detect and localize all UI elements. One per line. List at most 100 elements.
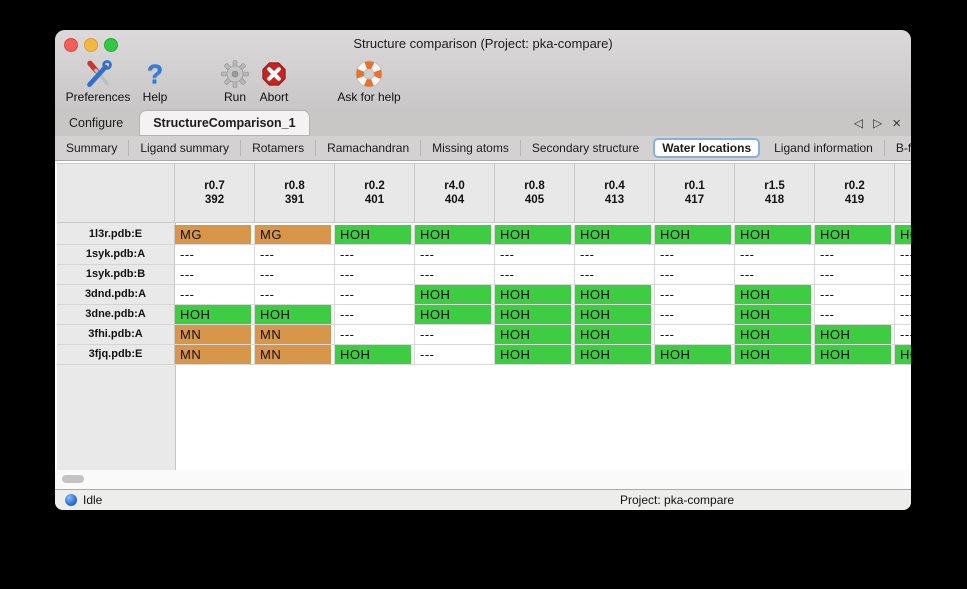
water-cell[interactable]: --- [495,265,575,285]
water-cell[interactable]: --- [895,245,911,265]
water-cell[interactable]: HOH [495,225,575,245]
row-label-3dne.pdb:A[interactable]: 3dne.pdb:A [57,305,175,325]
column-header-392[interactable]: r0.7 392 [175,164,255,222]
minimize-traffic-light[interactable] [84,38,98,52]
row-label-3dnd.pdb:A[interactable]: 3dnd.pdb:A [57,285,175,305]
column-header-partial[interactable] [895,164,911,222]
water-cell[interactable]: --- [815,265,895,285]
toolbar-button-preferences[interactable]: Preferences [61,58,135,104]
water-cell[interactable]: HOH [575,305,655,325]
horizontal-scrollbar[interactable] [55,470,911,489]
subtab-ramachandran[interactable]: Ramachandran [315,140,420,156]
water-cell[interactable]: --- [255,265,335,285]
close-traffic-light[interactable] [64,38,78,52]
subtab-water-locations[interactable]: Water locations [653,138,761,158]
water-cell[interactable]: --- [895,285,911,305]
water-cell[interactable]: --- [415,265,495,285]
subtab-ligand-summary[interactable]: Ligand summary [128,140,240,156]
water-cell[interactable]: HOH [735,305,815,325]
water-cell[interactable]: --- [415,325,495,345]
row-label-1syk.pdb:A[interactable]: 1syk.pdb:A [57,245,175,265]
subtab-secondary-structure[interactable]: Secondary structure [519,140,650,156]
water-cell[interactable]: --- [415,345,495,365]
water-cell[interactable]: MG [175,225,255,245]
water-cell[interactable]: --- [895,305,911,325]
water-cell[interactable]: HOH [735,345,815,365]
water-cell[interactable]: HOH [175,305,255,325]
water-cell[interactable]: HOH [815,325,895,345]
water-cell[interactable]: --- [415,245,495,265]
column-header-417[interactable]: r0.1 417 [655,164,735,222]
water-cell[interactable]: HOH [415,225,495,245]
close-tab-icon[interactable]: × [892,114,901,132]
water-cell[interactable]: MN [255,345,335,365]
water-cell[interactable]: --- [895,325,911,345]
water-cell[interactable]: --- [335,305,415,325]
water-cell[interactable]: --- [175,245,255,265]
water-cell[interactable]: --- [495,245,575,265]
water-cell[interactable]: --- [255,245,335,265]
row-label-1l3r.pdb:E[interactable]: 1l3r.pdb:E [57,225,175,245]
water-cell[interactable]: HOH [495,345,575,365]
water-cell[interactable]: --- [815,285,895,305]
water-cell[interactable]: HOH [815,225,895,245]
water-cell[interactable]: --- [655,285,735,305]
water-cell[interactable]: --- [575,265,655,285]
water-cell[interactable]: --- [735,245,815,265]
column-header-401[interactable]: r0.2 401 [335,164,415,222]
toolbar-button-ask-for-help[interactable]: Ask for help [327,58,411,104]
water-cell[interactable]: --- [335,325,415,345]
table-viewport[interactable]: r0.7 392 r0.8 391 r0.2 401 r4.0 404 r0.8 405 r0.4 4… [57,163,911,413]
water-cell[interactable]: HOH [495,285,575,305]
water-cell[interactable]: HOH [575,285,655,305]
subtab-ligand-information[interactable]: Ligand information [774,141,873,155]
water-cell[interactable]: HOH [815,345,895,365]
row-label-3fjq.pdb:E[interactable]: 3fjq.pdb:E [57,345,175,365]
water-cell[interactable]: --- [815,305,895,325]
tab-configure[interactable]: Configure [69,116,124,130]
water-cell[interactable]: HOH [735,225,815,245]
column-header-404[interactable]: r4.0 404 [415,164,495,222]
chevron-left-icon[interactable]: ◁ [853,116,863,130]
subtab-b-factors[interactable]: B-factors [883,140,911,156]
water-cell[interactable]: --- [655,265,735,285]
column-header-405[interactable]: r0.8 405 [495,164,575,222]
water-cell[interactable]: HOH [415,305,495,325]
water-cell[interactable]: HOH [335,225,415,245]
water-cell[interactable]: HOH [575,325,655,345]
water-cell[interactable]: HOH [655,345,735,365]
water-cell[interactable]: --- [335,265,415,285]
row-label-3fhi.pdb:A[interactable]: 3fhi.pdb:A [57,325,175,345]
water-cell[interactable]: HOH [655,225,735,245]
water-cell[interactable]: MN [255,325,335,345]
column-header-391[interactable]: r0.8 391 [255,164,335,222]
subtab-rotamers[interactable]: Rotamers [240,140,315,156]
water-cell[interactable]: --- [655,325,735,345]
water-cell[interactable]: --- [335,285,415,305]
water-cell[interactable]: HOH [575,345,655,365]
water-cell[interactable]: HOH [735,285,815,305]
row-label-1syk.pdb:B[interactable]: 1syk.pdb:B [57,265,175,285]
toolbar-button-abort[interactable]: Abort [253,58,295,104]
water-cell[interactable]: HOH [495,305,575,325]
water-cell[interactable]: HOH [895,225,911,245]
subtab-summary[interactable]: Summary [66,141,118,155]
water-cell[interactable]: --- [255,285,335,305]
water-cell[interactable]: --- [175,265,255,285]
water-cell[interactable]: --- [815,245,895,265]
water-cell[interactable]: --- [895,265,911,285]
chevron-right-icon[interactable]: ▷ [873,116,883,130]
column-header-419[interactable]: r0.2 419 [815,164,895,222]
water-cell[interactable]: HOH [255,305,335,325]
water-cell[interactable]: --- [735,265,815,285]
subtab-missing-atoms[interactable]: Missing atoms [420,140,520,156]
toolbar-button-run[interactable]: Run [217,58,253,104]
tab-structurecomparison_1[interactable]: StructureComparison_1 [139,110,310,136]
column-header-418[interactable]: r1.5 418 [735,164,815,222]
water-cell[interactable]: --- [335,245,415,265]
water-cell[interactable]: HOH [495,325,575,345]
water-cell[interactable]: --- [655,305,735,325]
water-cell[interactable]: --- [655,245,735,265]
water-cell[interactable]: HOH [895,345,911,365]
water-cell[interactable]: MG [255,225,335,245]
